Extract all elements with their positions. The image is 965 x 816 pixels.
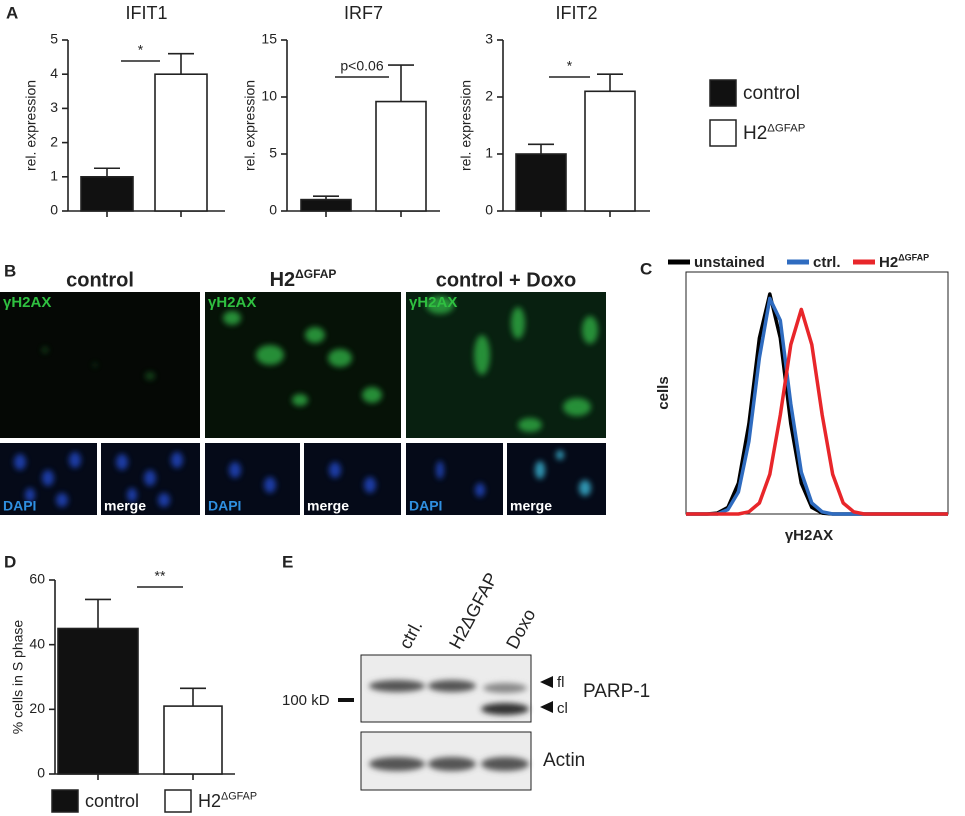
protein-label: PARP-1 (583, 681, 650, 702)
band-label: cl (557, 700, 568, 717)
y-tick-label: 15 (261, 31, 277, 47)
legend-swatch (709, 79, 737, 107)
merge-label: merge (104, 498, 146, 514)
micrographs (0, 292, 606, 515)
y-axis-label: rel. expression (23, 80, 39, 171)
y-tick-label: 2 (50, 133, 58, 149)
y-tick-label: 0 (50, 202, 58, 218)
lane-label: Doxo (502, 606, 539, 653)
y-tick-label: 5 (269, 145, 277, 161)
y-tick-label: 5 (50, 31, 58, 47)
bar (163, 705, 223, 775)
bar (300, 198, 352, 212)
blot (338, 654, 553, 791)
significance-label: * (567, 58, 573, 74)
bar (154, 73, 208, 212)
stain-label: γH2AX (208, 294, 256, 311)
significance-label: p<0.06 (340, 58, 383, 74)
legend-label: control (85, 791, 139, 811)
y-axis-label: rel. expression (242, 80, 258, 171)
y-tick-label: 0 (485, 202, 493, 218)
bar (515, 153, 567, 212)
histogram-line (686, 292, 948, 516)
y-tick-label: 1 (50, 168, 58, 184)
y-tick-label: 60 (29, 571, 45, 587)
merge-label: merge (510, 498, 552, 514)
bar (57, 627, 139, 775)
y-tick-label: 0 (37, 765, 45, 781)
y-tick-label: 20 (29, 700, 45, 716)
stain-label: γH2AX (3, 294, 51, 311)
dapi-label: DAPI (409, 498, 442, 514)
y-axis-label: rel. expression (458, 80, 474, 171)
legend-swatch (709, 119, 737, 147)
lane-label: ctrl. (395, 617, 426, 652)
legend-swatch (164, 789, 192, 813)
y-tick-label: 3 (485, 31, 493, 47)
y-tick-label: 3 (50, 99, 58, 115)
bar (80, 176, 134, 212)
chart-title: IFIT2 (555, 3, 597, 23)
dapi-label: DAPI (3, 498, 36, 514)
panel-label: A (6, 3, 18, 22)
histogram-line (686, 296, 948, 516)
y-tick-label: 10 (261, 88, 277, 104)
y-axis-label: cells (655, 376, 672, 409)
panel-label: D (4, 552, 16, 571)
histogram-line (686, 307, 948, 516)
legend-label: H2ΔGFAP (743, 122, 805, 144)
legend-label: H2ΔGFAP (198, 790, 257, 810)
y-tick-label: 40 (29, 635, 45, 651)
legend-label: ctrl. (813, 254, 841, 271)
significance-label: * (138, 42, 144, 58)
legend-label: H2ΔGFAP (879, 253, 929, 271)
protein-label: Actin (543, 750, 585, 771)
column-label: control + Doxo (436, 269, 577, 291)
merge-label: merge (307, 498, 349, 514)
bar (584, 90, 636, 212)
panel-label: E (282, 552, 293, 571)
significance-label: ** (155, 568, 166, 584)
micrograph-labels: control H2ΔGFAP control + Doxo γH2AX γH2… (3, 267, 576, 514)
legend-swatch (51, 789, 79, 813)
bar (375, 100, 427, 212)
column-label: H2ΔGFAP (270, 267, 337, 291)
chart-title: IFIT1 (125, 3, 167, 23)
panel-label: C (640, 259, 652, 278)
column-label: control (66, 269, 134, 291)
marker-label: 100 kD (282, 692, 330, 709)
chart-title: IRF7 (344, 3, 383, 23)
y-tick-label: 0 (269, 202, 277, 218)
legend-label: control (743, 83, 800, 104)
legend-label: unstained (694, 254, 765, 271)
y-tick-label: 4 (50, 65, 58, 81)
y-tick-label: 2 (485, 88, 493, 104)
stain-label: γH2AX (409, 294, 457, 311)
band-label: fl (557, 674, 565, 691)
plot-frame (685, 271, 949, 515)
y-axis-label: % cells in S phase (10, 620, 26, 735)
panel-label: B (4, 261, 16, 280)
x-axis-label: γH2AX (785, 527, 833, 544)
lane-label: H2ΔGFAP (445, 569, 502, 652)
dapi-label: DAPI (208, 498, 241, 514)
y-tick-label: 1 (485, 145, 493, 161)
